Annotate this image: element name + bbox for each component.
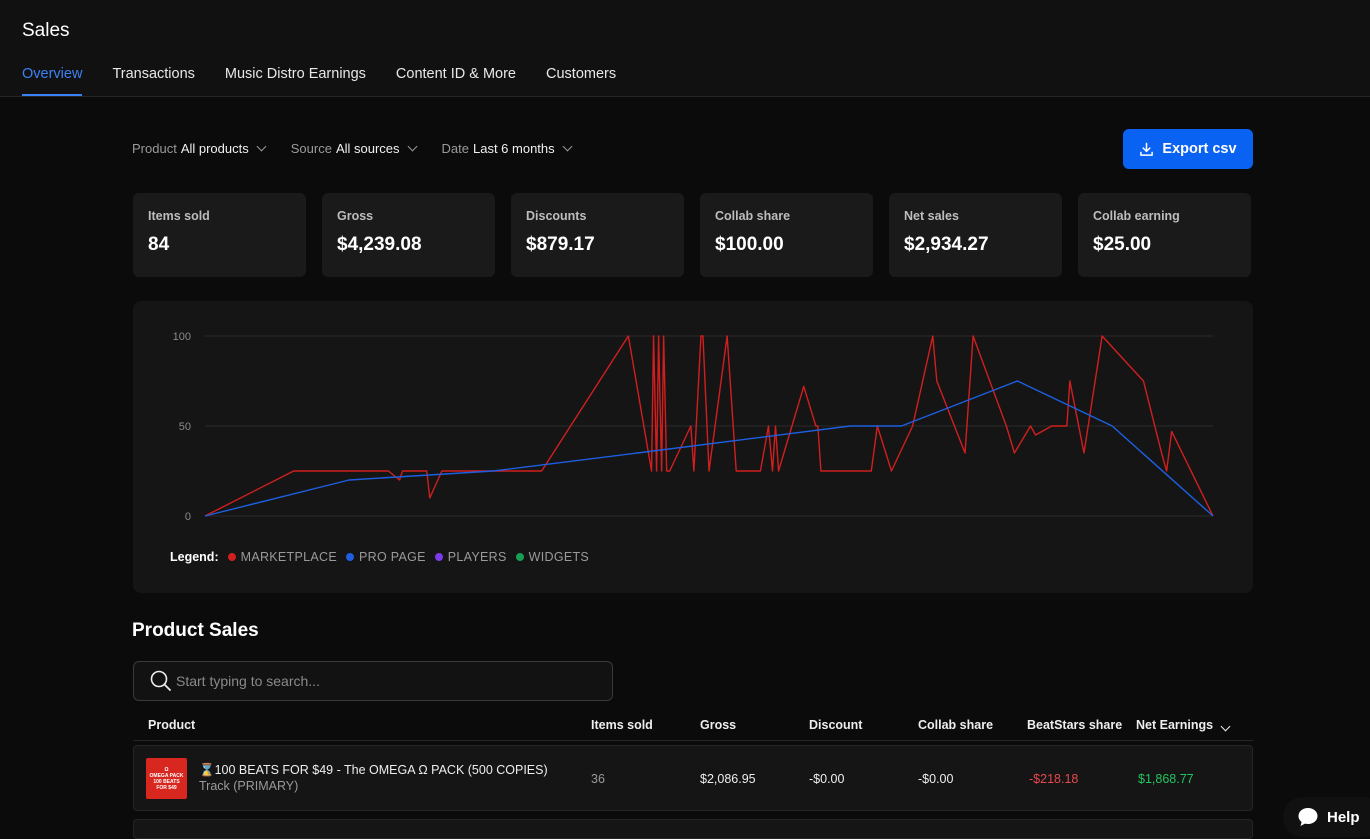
- column-header-net-earnings[interactable]: Net Earnings: [1136, 718, 1231, 732]
- stat-label: Collab earning: [1093, 209, 1180, 223]
- legend-label: MARKETPLACE: [240, 550, 337, 564]
- tab-customers[interactable]: Customers: [546, 66, 617, 82]
- search-input[interactable]: [176, 673, 596, 689]
- product-thumbnail: Ω OMEGA PACK 100 BEATS FOR $49: [146, 758, 187, 799]
- stat-value: $25.00: [1093, 234, 1152, 255]
- tab-transactions[interactable]: Transactions: [112, 66, 195, 82]
- legend-item-marketplace: MARKETPLACE: [227, 550, 337, 564]
- column-header-items-sold[interactable]: Items sold: [591, 718, 653, 732]
- filter-value: All sources: [335, 141, 400, 156]
- product-name[interactable]: ⌛100 BEATS FOR $49 - The OMEGA Ω PACK (5…: [199, 763, 548, 777]
- product-sales-title: Product Sales: [132, 620, 259, 641]
- top-bar: Sales Overview Transactions Music Distro…: [0, 0, 1370, 97]
- stat-card-gross: Gross $4,239.08: [322, 193, 495, 277]
- net-earnings-cell: $1,868.77: [1138, 772, 1194, 786]
- legend-dot: [227, 553, 236, 561]
- stat-card-net-sales: Net sales $2,934.27: [889, 193, 1062, 277]
- legend-item-widgets: WIDGETS: [515, 550, 590, 564]
- stat-label: Net sales: [904, 209, 959, 223]
- column-header-beatstars-share[interactable]: BeatStars share: [1027, 718, 1123, 732]
- stat-label: Items sold: [148, 209, 210, 223]
- chevron-down-icon: [407, 141, 417, 152]
- chevron-down-icon: [562, 141, 573, 152]
- thumb-text: 100 BEATS: [153, 778, 180, 785]
- table-row[interactable]: Ω OMEGA PACK 100 BEATS FOR $49 ⌛100 BEAT…: [133, 745, 1253, 811]
- filter-value: Last 6 months: [472, 141, 555, 156]
- chat-bubble-icon: [1298, 808, 1318, 826]
- date-filter-dropdown[interactable]: Date Last 6 months: [441, 141, 573, 156]
- legend-dot: [346, 553, 354, 561]
- column-header-gross[interactable]: Gross: [700, 718, 737, 732]
- filter-label: Date: [441, 141, 469, 156]
- thumb-text: OMEGA PACK: [149, 772, 184, 779]
- thumb-text: Ω: [164, 766, 169, 773]
- sales-chart: 100 50 0 Legend: MARKETPLACE PRO PAGE PLAY…: [133, 301, 1253, 593]
- product-filter-dropdown[interactable]: Product All products: [132, 141, 267, 156]
- stat-value: $879.17: [526, 234, 595, 255]
- filter-label: Product: [132, 141, 177, 156]
- filter-label: Source: [290, 141, 332, 156]
- stat-value: 84: [148, 234, 170, 255]
- stat-value: $2,934.27: [904, 234, 989, 255]
- stat-label: Gross: [337, 209, 374, 223]
- stat-label: Collab share: [715, 209, 791, 223]
- series-line-marketplace: [204, 335, 1214, 517]
- legend-title: Legend:: [170, 550, 219, 564]
- y-tick-label: 50: [179, 421, 191, 433]
- chevron-down-icon: [256, 141, 267, 152]
- y-tick-label: 100: [173, 331, 191, 343]
- page-title: Sales: [22, 20, 70, 41]
- tab-music-distro-earnings[interactable]: Music Distro Earnings: [224, 66, 366, 82]
- column-header-collab-share[interactable]: Collab share: [918, 718, 994, 732]
- stat-card-discounts: Discounts $879.17: [511, 193, 684, 277]
- discount-cell: -$0.00: [809, 772, 845, 786]
- search-icon: [150, 670, 171, 691]
- chart-legend: Legend: MARKETPLACE PRO PAGE PLAYERS WID…: [170, 550, 598, 564]
- download-icon: [1140, 142, 1154, 156]
- column-header-label: Net Earnings: [1136, 718, 1214, 732]
- stat-card-collab-earning: Collab earning $25.00: [1078, 193, 1251, 277]
- legend-dot: [515, 553, 524, 561]
- filter-bar: Product All products Source All sources …: [132, 141, 573, 156]
- export-label: Export csv: [1162, 141, 1237, 157]
- column-header-discount[interactable]: Discount: [809, 718, 863, 732]
- filter-value: All products: [180, 141, 249, 156]
- column-header-product[interactable]: Product: [148, 718, 196, 732]
- stat-card-collab-share: Collab share $100.00: [700, 193, 873, 277]
- stats-row: Items sold 84 Gross $4,239.08 Discounts …: [133, 193, 1251, 277]
- tab-overview[interactable]: Overview: [22, 66, 83, 96]
- legend-item-players: PLAYERS: [434, 550, 507, 564]
- legend-label: WIDGETS: [528, 550, 590, 564]
- collab-share-cell: -$0.00: [918, 772, 954, 786]
- stat-label: Discounts: [526, 209, 587, 223]
- source-filter-dropdown[interactable]: Source All sources: [290, 141, 417, 156]
- product-type: Track (PRIMARY): [199, 779, 299, 793]
- legend-dot: [434, 553, 443, 561]
- beatstars-share-cell: -$218.18: [1029, 772, 1079, 786]
- y-tick-label: 0: [185, 511, 191, 523]
- export-csv-button[interactable]: Export csv: [1123, 129, 1253, 169]
- chevron-down-icon: [1220, 721, 1231, 732]
- tab-bar: Overview Transactions Music Distro Earni…: [22, 66, 616, 96]
- help-label: Help: [1327, 808, 1360, 826]
- stat-card-items-sold: Items sold 84: [133, 193, 306, 277]
- table-header: Product Items sold Gross Discount Collab…: [133, 709, 1253, 741]
- thumb-text: FOR $49: [156, 784, 177, 791]
- series-line-pro-page: [204, 380, 1214, 517]
- items-sold-cell: 36: [591, 772, 605, 786]
- help-button[interactable]: Help: [1283, 797, 1370, 837]
- product-search: [133, 661, 613, 701]
- gross-cell: $2,086.95: [700, 772, 756, 786]
- stat-value: $100.00: [715, 234, 784, 255]
- tab-content-id[interactable]: Content ID & More: [395, 66, 516, 82]
- legend-item-pro-page: PRO PAGE: [346, 550, 426, 564]
- stat-value: $4,239.08: [337, 234, 422, 255]
- legend-label: PRO PAGE: [359, 550, 426, 564]
- legend-label: PLAYERS: [447, 550, 507, 564]
- line-chart: 100 50 0: [173, 331, 1214, 523]
- table-row[interactable]: [133, 819, 1253, 839]
